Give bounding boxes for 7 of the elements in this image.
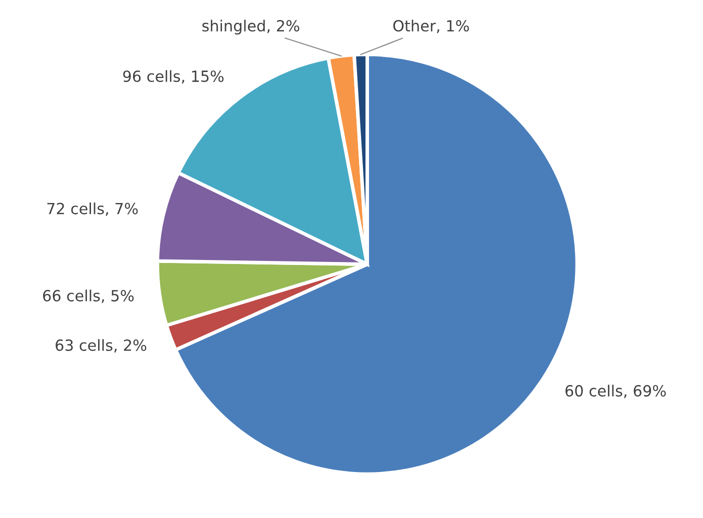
slice-label: 66 cells, 5%	[43, 290, 134, 304]
slice-label: 63 cells, 2%	[56, 339, 146, 353]
slice-label: 60 cells, 69%	[565, 384, 666, 398]
slice-label: 72 cells, 7%	[47, 202, 138, 216]
slice-label: 96 cells, 15%	[123, 70, 224, 84]
slice-label: Other, 1%	[393, 20, 469, 34]
slice-label: shingled, 2%	[202, 20, 300, 35]
